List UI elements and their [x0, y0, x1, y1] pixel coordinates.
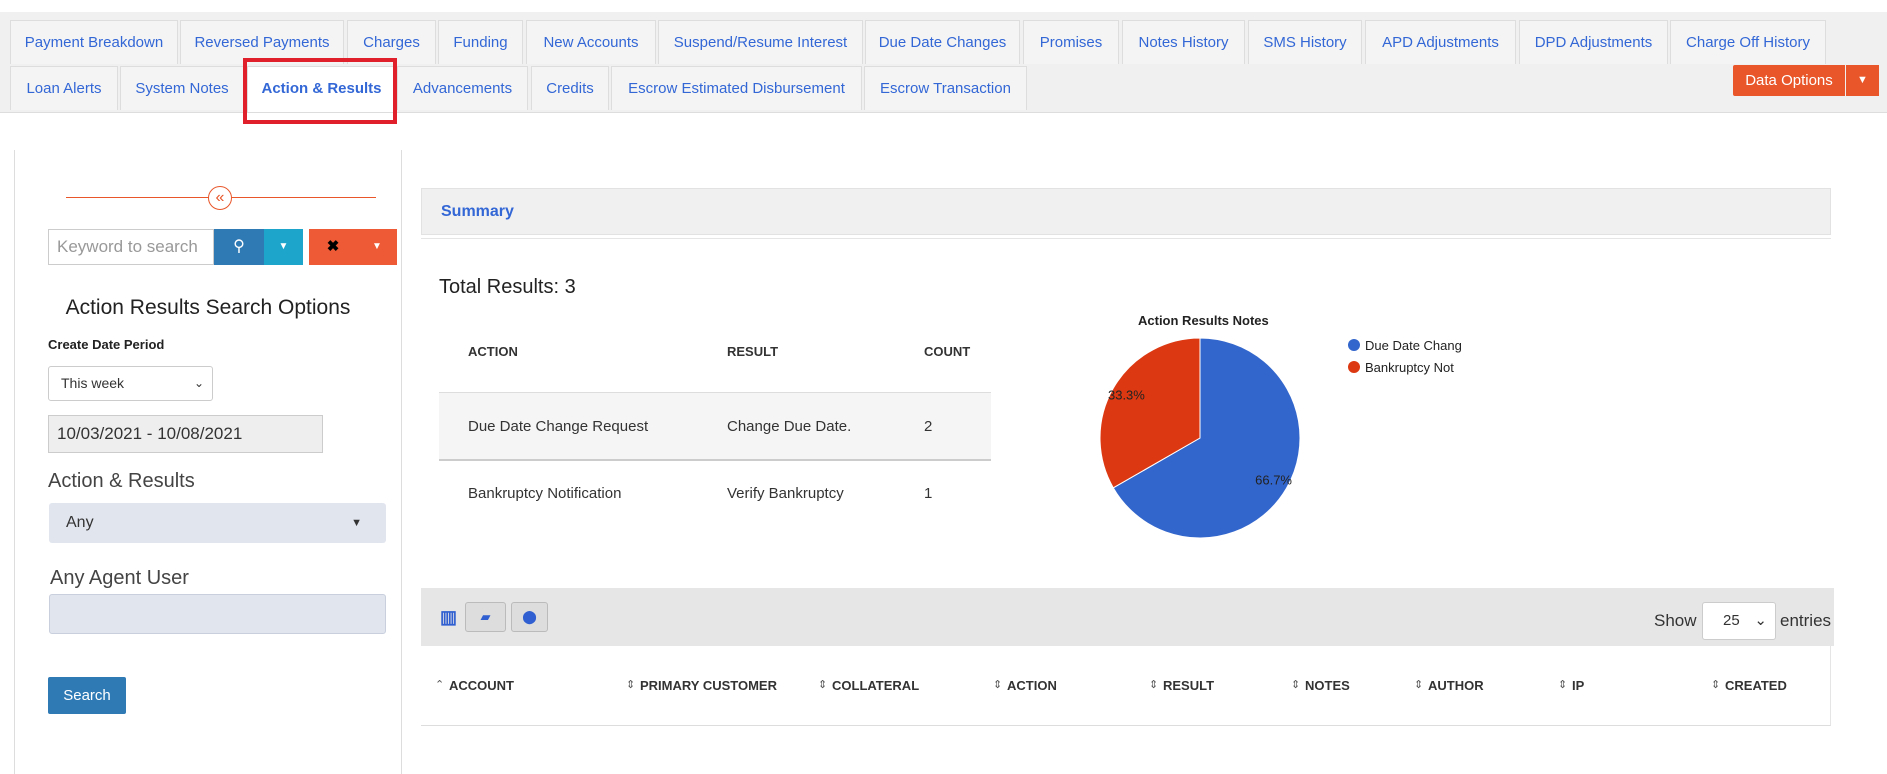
summary-bar: Summary	[421, 188, 1831, 235]
book-button[interactable]: ▰	[465, 602, 506, 632]
column-header[interactable]: ACTION	[1007, 678, 1057, 693]
entries-value: 25	[1723, 612, 1740, 629]
tab[interactable]: Payment Breakdown	[10, 20, 178, 64]
tab[interactable]: SMS History	[1248, 20, 1362, 64]
tab[interactable]: New Accounts	[526, 20, 656, 64]
slice-label: 66.7%	[1255, 473, 1292, 488]
clear-button[interactable]: ✖	[309, 229, 357, 265]
sort-icon[interactable]: ⇕	[1558, 679, 1568, 691]
column-header[interactable]: ACCOUNT	[449, 678, 514, 693]
data-options-caret[interactable]: ▼	[1846, 65, 1879, 96]
tab[interactable]: APD Adjustments	[1365, 20, 1516, 64]
highlight-box	[243, 58, 397, 124]
sidebar	[14, 150, 402, 774]
table-cell: 1	[924, 485, 933, 502]
show-label: Show	[1654, 611, 1697, 630]
sort-icon[interactable]: ⇕	[1149, 679, 1159, 691]
slice-label: 33.3%	[1108, 387, 1145, 402]
column-header[interactable]: AUTHOR	[1428, 678, 1484, 693]
agent-input[interactable]	[49, 594, 386, 634]
tab[interactable]: Loan Alerts	[10, 66, 118, 110]
sidebar-title: Action Results Search Options	[65, 296, 351, 319]
column-header[interactable]: RESULT	[1163, 678, 1215, 693]
tab[interactable]: Funding	[438, 20, 523, 64]
tab[interactable]: Notes History	[1122, 20, 1245, 64]
action-results-select[interactable]: Any ▼	[49, 503, 386, 543]
entries-label: entries	[1780, 611, 1832, 630]
column-header[interactable]: PRIMARY CUSTOMER	[640, 678, 777, 693]
search-icon-button[interactable]: ⚲	[214, 229, 264, 265]
total-results: Total Results: 3	[439, 276, 576, 298]
action-results-label: Action & Results	[48, 470, 195, 492]
columns-icon[interactable]: ▥	[440, 607, 458, 627]
search-caret[interactable]: ▼	[264, 229, 303, 265]
tab[interactable]: Due Date Changes	[865, 20, 1020, 64]
search-button[interactable]: Search	[48, 677, 126, 714]
sort-icon[interactable]: ⇕	[993, 679, 1003, 691]
table-header: COUNT	[924, 344, 971, 359]
tab[interactable]: Reversed Payments	[180, 20, 344, 64]
sort-icon[interactable]: ⇕	[818, 679, 828, 691]
sort-icon[interactable]: ⇕	[1414, 679, 1424, 691]
column-header[interactable]: IP	[1572, 678, 1585, 693]
tab[interactable]: Charges	[347, 20, 436, 64]
data-options-button[interactable]: Data Options	[1733, 65, 1845, 96]
agent-label: Any Agent User	[50, 567, 189, 589]
tab[interactable]: Promises	[1023, 20, 1119, 64]
column-header[interactable]: NOTES	[1305, 678, 1350, 693]
action-results-value: Any	[66, 514, 94, 531]
grid-header	[421, 646, 1831, 726]
tab[interactable]: Action & Results	[247, 66, 396, 112]
tab[interactable]: Escrow Estimated Disbursement	[611, 66, 862, 110]
tab[interactable]: Escrow Transaction	[864, 66, 1027, 110]
pie-slice	[1112, 337, 1301, 539]
table-cell: Due Date Change Request	[468, 418, 649, 435]
table-cell: Bankruptcy Notification	[468, 485, 622, 502]
create-date-label: Create Date Period	[48, 337, 165, 352]
table-header: ACTION	[468, 344, 518, 359]
chart-title: Action Results Notes	[1138, 313, 1269, 328]
tab[interactable]: Charge Off History	[1670, 20, 1826, 64]
date-range-input[interactable]: 10/03/2021 - 10/08/2021	[48, 415, 323, 453]
tab[interactable]: DPD Adjustments	[1519, 20, 1668, 64]
legend-swatch	[1348, 361, 1360, 373]
sort-icon[interactable]: ⇕	[1291, 679, 1301, 691]
sort-icon[interactable]: ⌃	[435, 679, 445, 691]
grid-toolbar	[421, 588, 1834, 646]
period-select[interactable]: This week ⌄	[48, 366, 213, 401]
table-header: RESULT	[727, 344, 779, 359]
table-cell: 2	[924, 418, 933, 435]
legend-label: Bankruptcy Not	[1365, 360, 1454, 375]
entries-select[interactable]: 25 ⌄	[1702, 602, 1776, 640]
legend-swatch	[1348, 339, 1360, 351]
pie-slice	[1099, 337, 1201, 489]
column-header[interactable]: COLLATERAL	[832, 678, 920, 693]
sort-icon[interactable]: ⇕	[626, 679, 636, 691]
tab[interactable]: Suspend/Resume Interest	[658, 20, 863, 64]
tab[interactable]: Advancements	[397, 66, 528, 110]
tab[interactable]: Credits	[531, 66, 609, 110]
period-value: This week	[61, 375, 125, 391]
pin-button[interactable]: ⬤	[511, 602, 548, 632]
legend-label: Due Date Chang	[1365, 338, 1462, 353]
pie-chart: Action Results Notes 66.7% Due Date Chang…	[1099, 313, 1462, 539]
collapse-button[interactable]: «	[208, 186, 232, 210]
table-cell: Change Due Date.	[727, 418, 852, 435]
clear-caret[interactable]: ▼	[357, 229, 397, 265]
sort-icon[interactable]: ⇕	[1711, 679, 1721, 691]
search-input[interactable]: Keyword to search	[48, 229, 214, 265]
divider	[421, 238, 1831, 239]
table-cell: Verify Bankruptcy	[727, 485, 844, 502]
table-row-bg	[439, 392, 991, 461]
column-header[interactable]: CREATED	[1725, 678, 1787, 693]
tab[interactable]: System Notes	[120, 66, 244, 110]
